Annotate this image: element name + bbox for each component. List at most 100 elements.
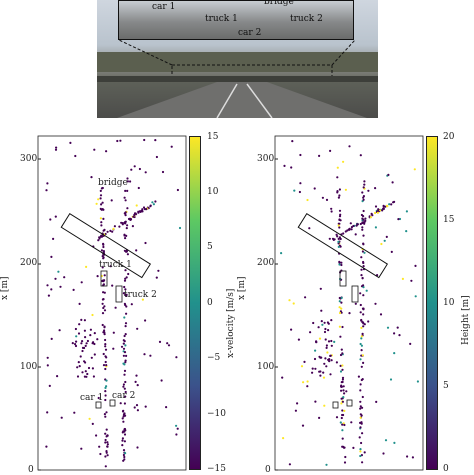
radar-point	[342, 396, 345, 399]
radar-point	[74, 344, 78, 348]
radar-point	[105, 356, 108, 359]
radar-point	[104, 398, 107, 402]
radar-point	[360, 349, 363, 352]
radar-point	[103, 309, 107, 312]
radar-point	[91, 367, 94, 370]
radar-point	[106, 441, 109, 444]
radar-point	[106, 445, 109, 448]
radar-point	[105, 428, 108, 431]
radar-point	[121, 439, 124, 442]
radar-point	[135, 249, 138, 252]
radar-point	[313, 357, 317, 361]
radar-point	[124, 380, 127, 384]
radar-point	[350, 228, 353, 231]
left-scatter-plot	[37, 135, 187, 471]
radar-point	[388, 203, 391, 206]
radar-point	[359, 383, 362, 386]
radar-point	[361, 432, 364, 435]
radar-point	[103, 413, 106, 416]
radar-point	[119, 402, 122, 405]
radar-point	[124, 212, 127, 215]
radar-point	[160, 379, 163, 382]
radar-point	[75, 335, 78, 338]
radar-point	[81, 349, 84, 353]
radar-point	[47, 294, 51, 297]
radar-point	[293, 189, 296, 192]
radar-point	[325, 463, 328, 466]
radar-point	[157, 269, 160, 272]
radar-point	[122, 347, 126, 350]
radar-point	[362, 325, 365, 328]
radar-point	[341, 437, 344, 440]
radar-point	[361, 226, 364, 229]
radar-point	[330, 319, 333, 322]
radar-point	[123, 302, 126, 305]
left-colorbar-label: x-velocity [m/s]	[226, 288, 236, 358]
radar-point	[105, 450, 108, 453]
radar-point	[122, 292, 125, 295]
radar-point	[154, 200, 157, 203]
radar-point	[313, 187, 316, 190]
radar-point	[77, 332, 81, 335]
radar-point	[382, 452, 385, 455]
radar-point	[123, 285, 126, 289]
radar-point	[73, 411, 76, 414]
radar-point	[123, 458, 126, 461]
radar-point	[324, 338, 327, 341]
radar-point	[86, 372, 89, 376]
radar-point	[152, 203, 155, 206]
left-ytick-300: 300	[20, 154, 38, 164]
radar-point	[359, 358, 362, 361]
radar-point	[345, 390, 348, 393]
radar-point	[340, 385, 343, 388]
radar-point	[122, 342, 125, 345]
right-colorbar	[426, 136, 438, 470]
radar-point	[354, 233, 357, 236]
radar-point	[134, 380, 137, 383]
radar-point	[143, 208, 147, 211]
radar-point	[339, 421, 342, 424]
radar-point	[135, 204, 138, 207]
radar-point	[291, 140, 294, 143]
radar-point	[341, 429, 344, 432]
radar-point	[380, 242, 383, 246]
radar-point	[362, 198, 365, 201]
radar-point	[105, 364, 108, 367]
radar-point	[360, 326, 363, 329]
left-cbar-tick-15: 15	[207, 132, 219, 142]
radar-point	[344, 230, 347, 233]
radar-point	[166, 342, 169, 345]
radar-point	[325, 346, 328, 349]
radar-point	[340, 416, 343, 420]
radar-point	[104, 348, 108, 351]
radar-point	[363, 251, 366, 254]
radar-point	[46, 284, 49, 287]
radar-point	[360, 337, 363, 340]
radar-point	[100, 203, 103, 206]
left-points	[45, 138, 182, 468]
right-cbar-tick-5: 5	[443, 381, 449, 391]
radar-point	[102, 298, 105, 301]
radar-point	[336, 191, 339, 194]
radar-point	[325, 344, 328, 347]
radar-point	[297, 338, 300, 341]
radar-point	[176, 188, 179, 192]
radar-point	[362, 260, 365, 264]
radar-point	[393, 200, 396, 203]
radar-point	[338, 300, 341, 303]
radar-point	[338, 209, 342, 212]
left-ylabel: x [m]	[0, 276, 10, 301]
radar-point	[124, 333, 127, 336]
radar-point	[124, 277, 127, 280]
radar-point	[338, 325, 341, 328]
radar-point	[71, 342, 74, 345]
radar-point	[123, 351, 127, 354]
radar-point	[359, 311, 362, 314]
radar-point	[74, 327, 77, 331]
radar-point	[103, 291, 106, 294]
radar-point	[343, 461, 347, 464]
radar-point	[101, 323, 104, 327]
radar-point	[363, 451, 366, 454]
radar-point	[103, 305, 106, 308]
radar-point	[348, 228, 351, 231]
